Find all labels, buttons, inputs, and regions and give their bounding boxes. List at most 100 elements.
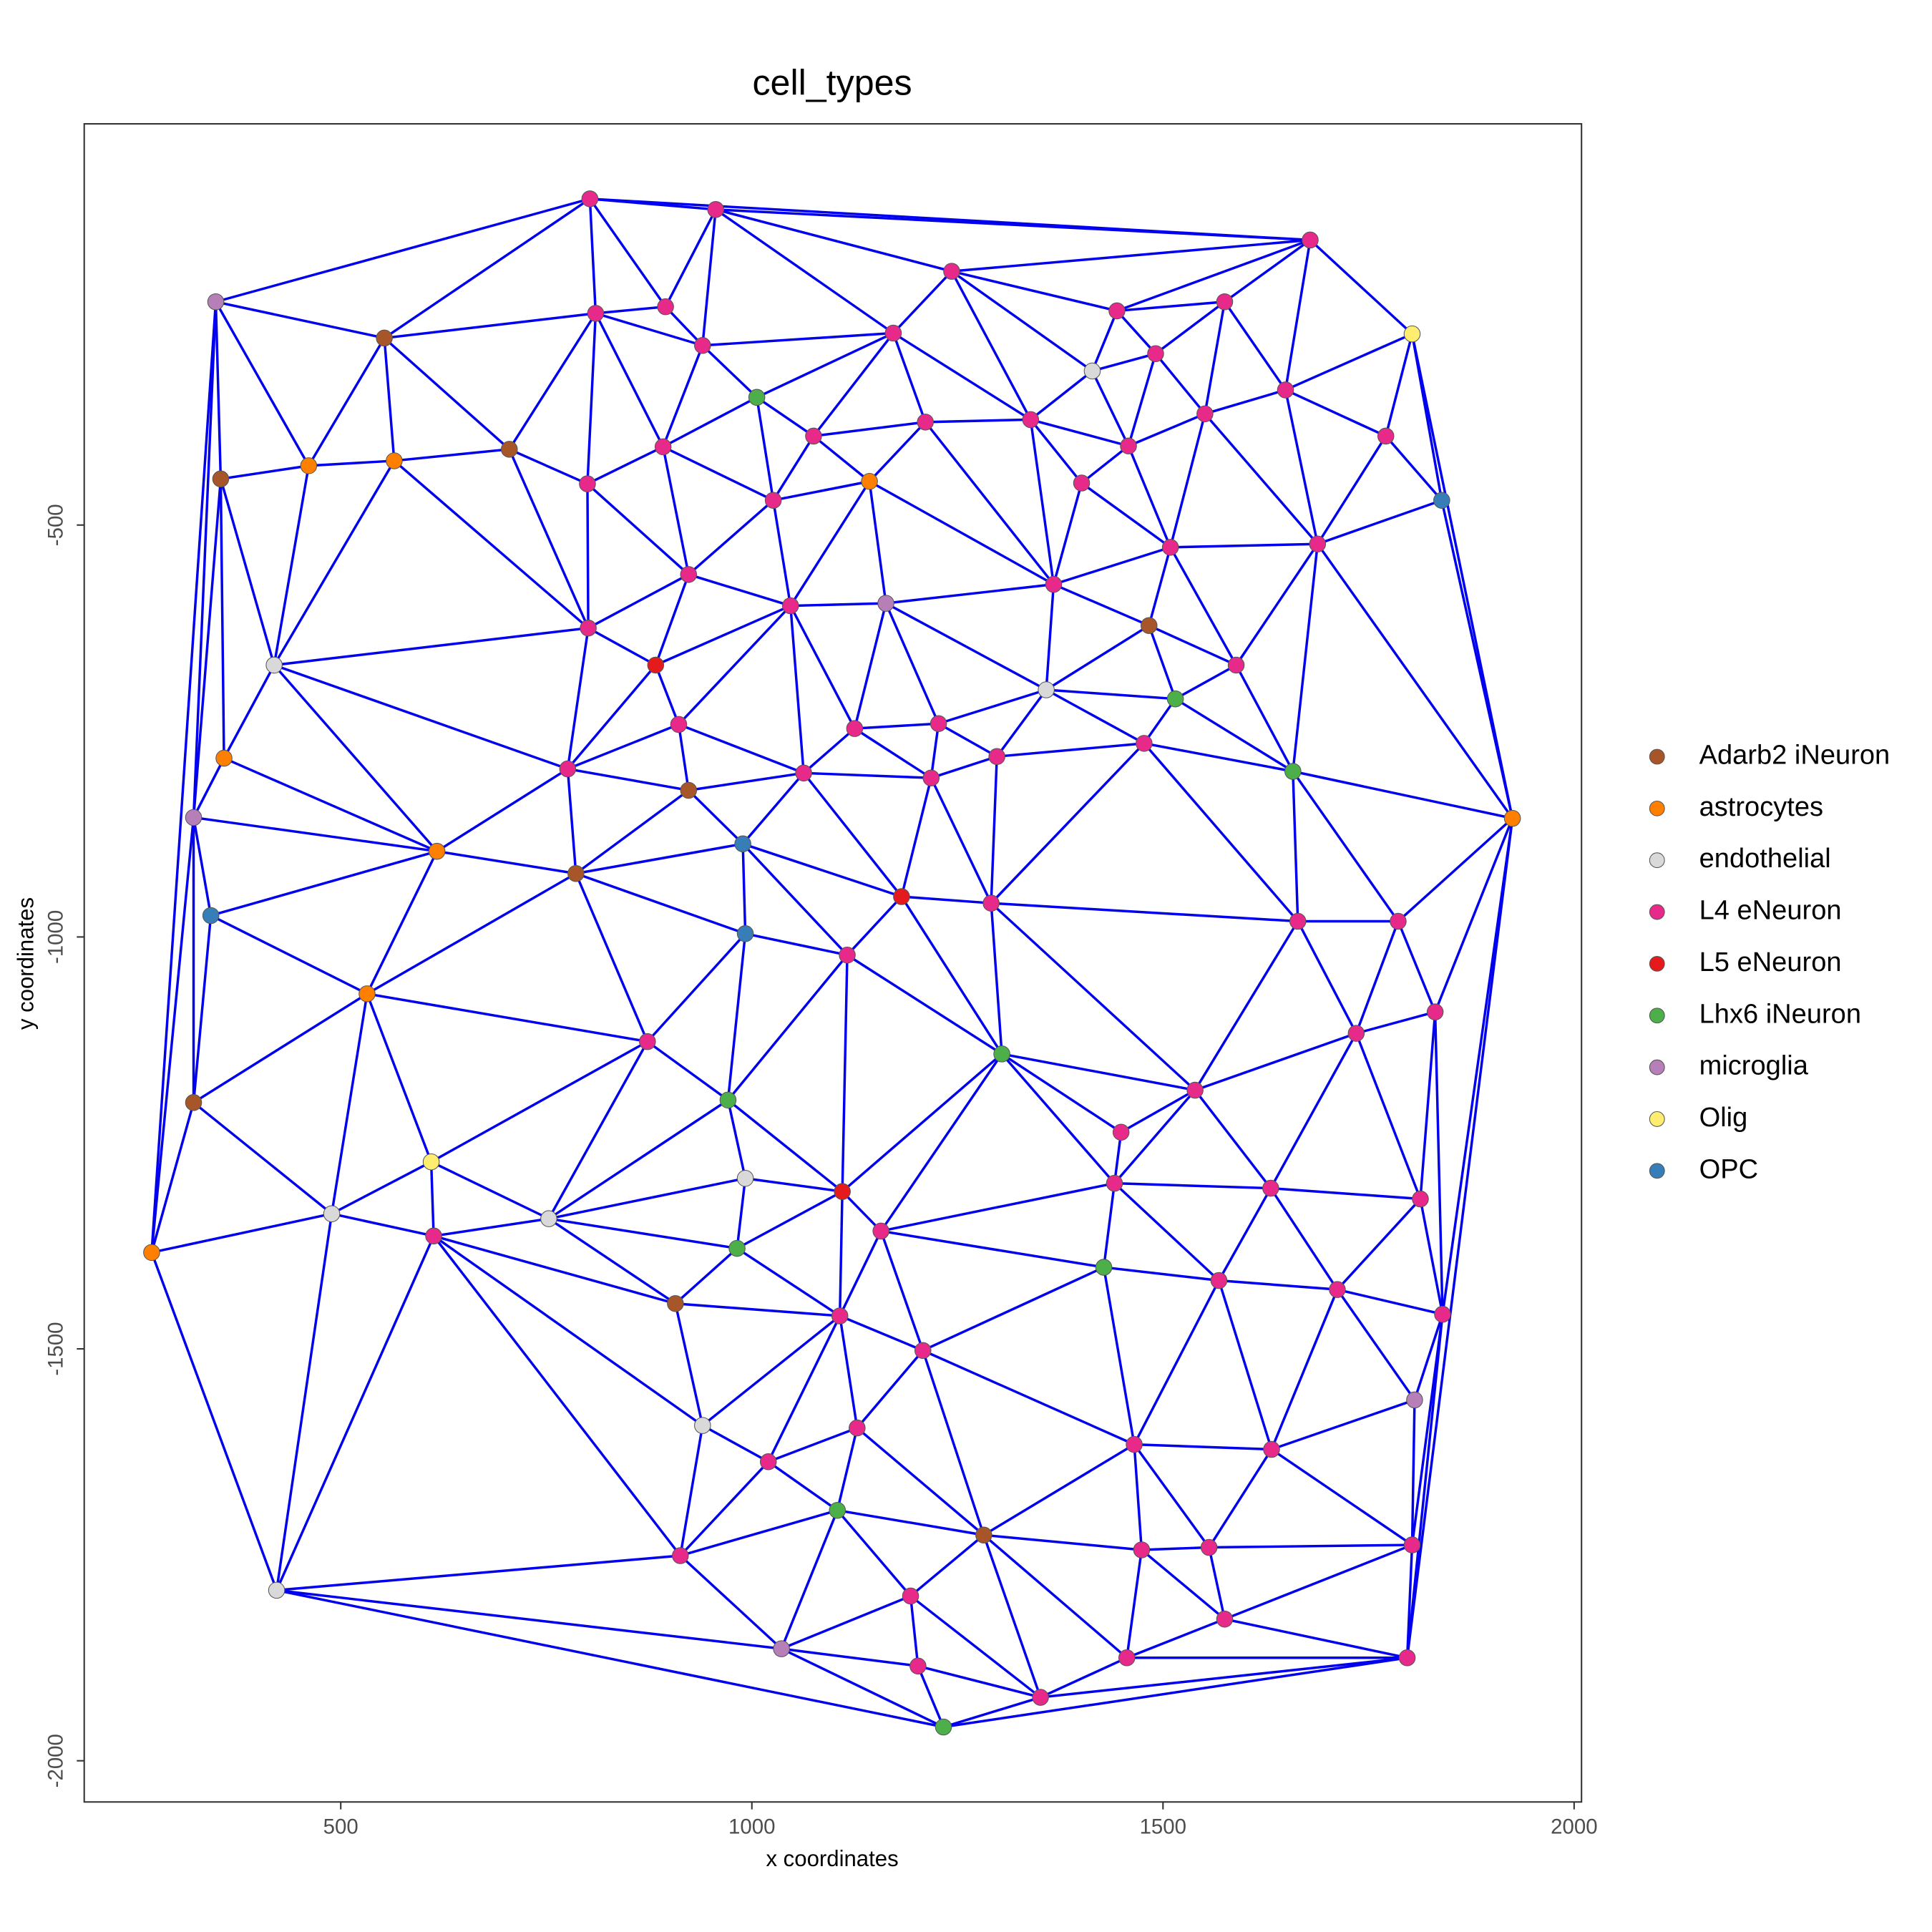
- network-edge: [1217, 1279, 1273, 1450]
- network-edge: [273, 664, 438, 852]
- network-edge: [210, 914, 368, 995]
- cell-point: [805, 427, 822, 445]
- network-edge: [1355, 1010, 1436, 1035]
- network-edge: [1001, 1053, 1196, 1092]
- cell-point: [559, 760, 577, 778]
- network-edge: [220, 464, 309, 480]
- network-edge: [1029, 419, 1083, 484]
- network-edge: [1169, 546, 1238, 666]
- cell-point: [143, 1244, 160, 1262]
- network-edge: [679, 1460, 770, 1557]
- network-edge: [547, 1098, 729, 1220]
- network-edge: [1141, 1546, 1209, 1551]
- network-edge: [674, 1303, 704, 1426]
- network-edge: [884, 602, 940, 724]
- network-edge: [595, 312, 703, 347]
- network-edge: [856, 1427, 985, 1536]
- x-tick-label: 500: [323, 1815, 358, 1838]
- legend-marker: [1649, 904, 1665, 920]
- network-edge: [812, 332, 894, 437]
- network-edge: [950, 270, 1093, 372]
- network-edge: [1113, 1182, 1220, 1282]
- network-edge: [922, 1266, 1105, 1352]
- network-edge: [943, 1657, 1407, 1729]
- network-edge: [646, 1040, 729, 1101]
- network-edge: [804, 771, 932, 779]
- network-edge: [664, 209, 717, 308]
- cell-point: [1216, 293, 1234, 311]
- network-edge: [1405, 818, 1514, 1659]
- network-edge: [688, 573, 791, 608]
- network-edge: [1102, 1183, 1116, 1268]
- network-edge: [1143, 698, 1176, 744]
- network-edge: [836, 1509, 985, 1536]
- cell-point: [764, 492, 782, 509]
- network-edge: [215, 301, 385, 340]
- network-edge: [547, 1040, 649, 1219]
- network-edge: [366, 872, 577, 995]
- cell-point: [1022, 411, 1040, 429]
- cell-point: [909, 1657, 927, 1675]
- network-edge: [1127, 445, 1172, 548]
- network-edge: [1045, 584, 1055, 691]
- network-edge: [854, 727, 932, 779]
- network-edge: [509, 448, 588, 485]
- cell-point: [300, 457, 318, 474]
- network-edge: [429, 1161, 435, 1236]
- network-edge: [756, 331, 894, 399]
- network-edge: [771, 499, 792, 606]
- cell-point: [323, 1205, 341, 1223]
- cell-point: [581, 190, 599, 208]
- cell-point: [202, 907, 220, 924]
- cell-point: [993, 1045, 1010, 1063]
- network-edge: [674, 1247, 738, 1305]
- cell-point: [376, 329, 393, 347]
- network-edge: [508, 449, 590, 629]
- cell-point: [872, 1222, 889, 1240]
- network-edge: [1336, 1289, 1416, 1401]
- cell-point: [773, 1640, 790, 1657]
- network-edge: [1284, 389, 1387, 437]
- y-tick-label: -2000: [44, 1734, 67, 1787]
- cell-point: [748, 389, 766, 406]
- network-edge: [330, 993, 369, 1214]
- network-edge: [587, 445, 664, 485]
- cell-point: [1136, 735, 1153, 752]
- network-edge: [215, 301, 310, 467]
- cell-point: [1140, 617, 1158, 634]
- network-edge: [983, 1533, 1142, 1551]
- cell-point: [1403, 1536, 1421, 1553]
- network-edge: [742, 842, 902, 898]
- cell-point: [839, 946, 856, 964]
- network-edge: [1317, 499, 1443, 545]
- network-edge: [990, 902, 1196, 1091]
- network-edge: [662, 396, 758, 448]
- cell-point: [1433, 492, 1450, 509]
- network-edge: [727, 1099, 844, 1193]
- network-edge: [383, 338, 396, 462]
- network-edge: [917, 1665, 945, 1728]
- network-edge: [1219, 1279, 1338, 1291]
- cell-point: [1038, 681, 1055, 698]
- network-edge: [727, 954, 849, 1101]
- network-edge: [869, 480, 1055, 586]
- network-edge: [1091, 370, 1130, 447]
- cell-point: [428, 842, 446, 860]
- network-edge: [1224, 239, 1312, 303]
- network-edge: [1355, 920, 1400, 1034]
- network-edge: [1309, 239, 1413, 335]
- network-edge: [588, 198, 597, 313]
- network-edge: [1284, 389, 1319, 545]
- chart-title: cell_types: [752, 63, 912, 103]
- y-axis-title: y coordinates: [13, 897, 38, 1030]
- network-edge: [1148, 547, 1172, 626]
- network-edge: [812, 435, 871, 483]
- network-edge: [276, 1589, 944, 1729]
- network-edge: [909, 1595, 1042, 1699]
- network-edge: [150, 301, 218, 1253]
- network-edge: [1120, 1089, 1196, 1133]
- network-edge: [1045, 688, 1145, 745]
- network-edge: [675, 1302, 840, 1317]
- cell-point: [781, 597, 799, 615]
- cell-point: [667, 1294, 684, 1312]
